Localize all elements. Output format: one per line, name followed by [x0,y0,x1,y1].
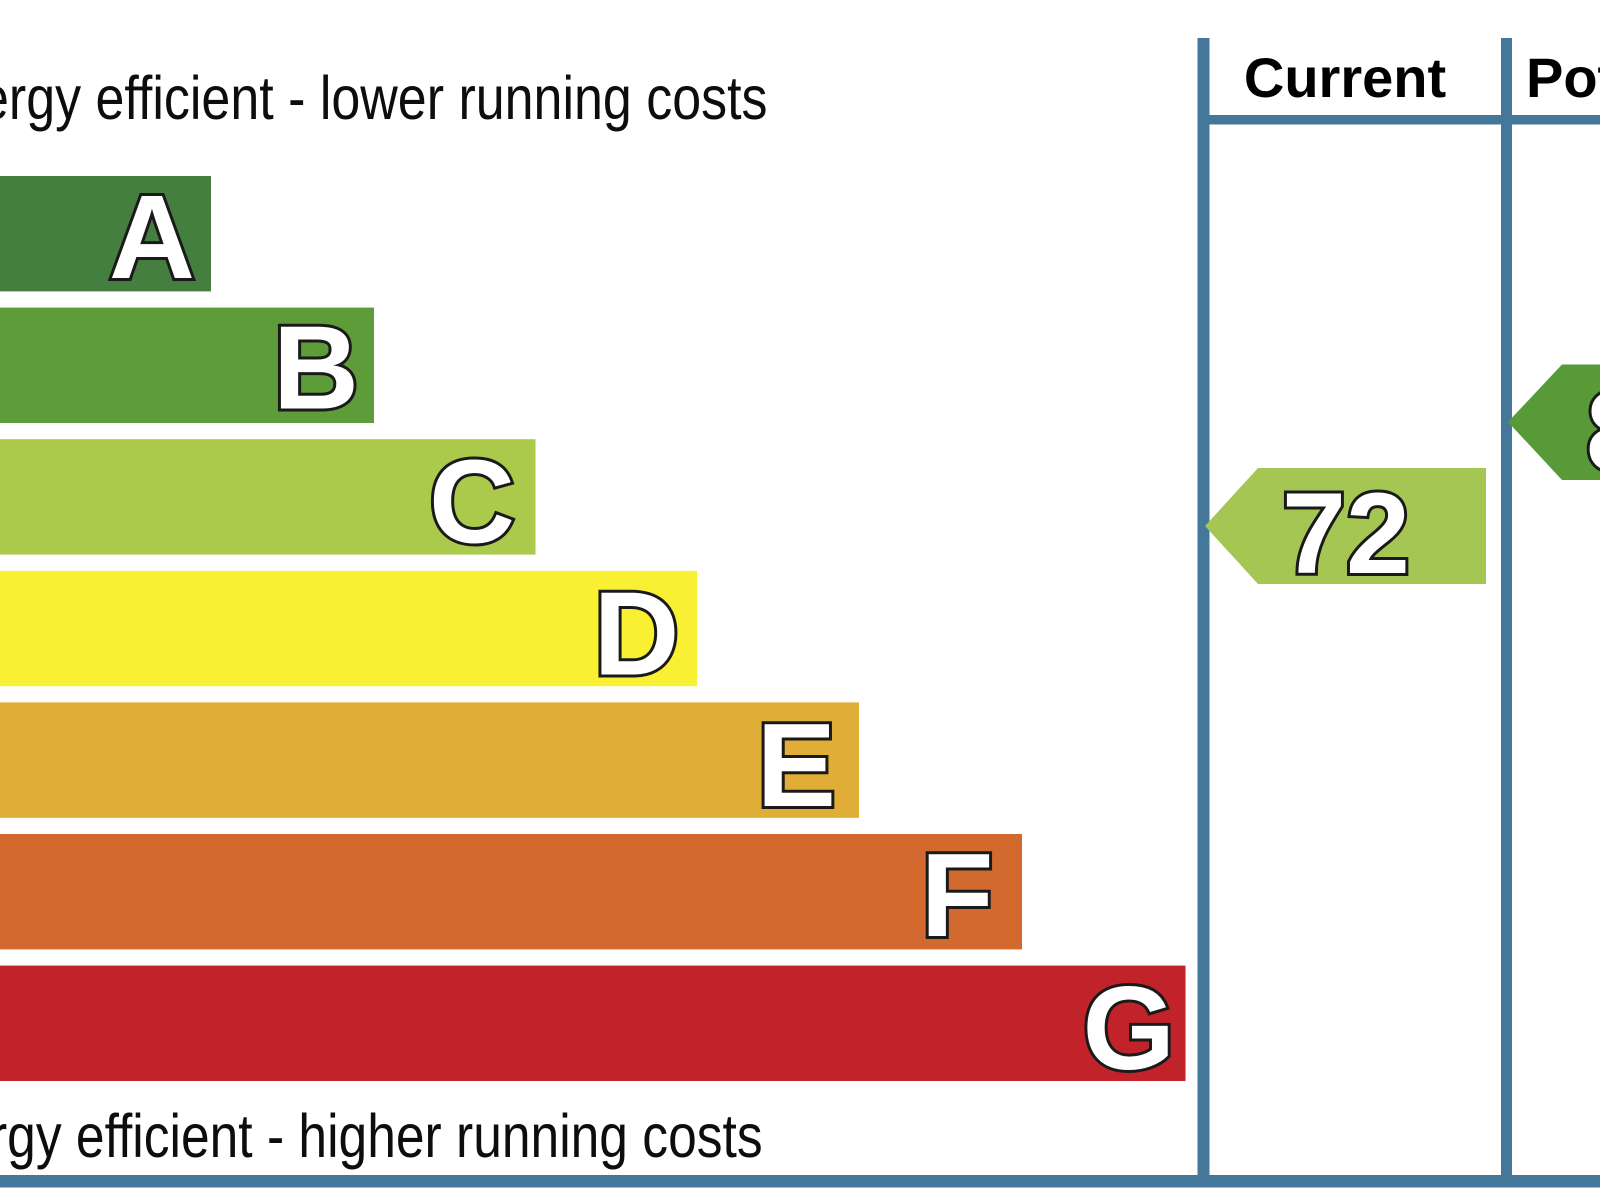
svg-text:82: 82 [1586,368,1600,496]
svg-text:C: C [429,436,515,569]
svg-text:72: 72 [1282,470,1410,598]
svg-text:rgy efficient - higher running: rgy efficient - higher running costs [0,1102,763,1170]
svg-text:Current: Current [1244,46,1446,109]
svg-text:ergy efficient - lower running: ergy efficient - lower running costs [0,65,768,133]
svg-text:Potential: Potential [1526,46,1600,109]
svg-text:B: B [273,302,359,435]
svg-text:G: G [1082,962,1175,1095]
svg-text:A: A [109,171,195,304]
svg-text:F: F [921,829,994,962]
svg-text:E: E [757,699,836,832]
svg-text:D: D [594,567,680,700]
